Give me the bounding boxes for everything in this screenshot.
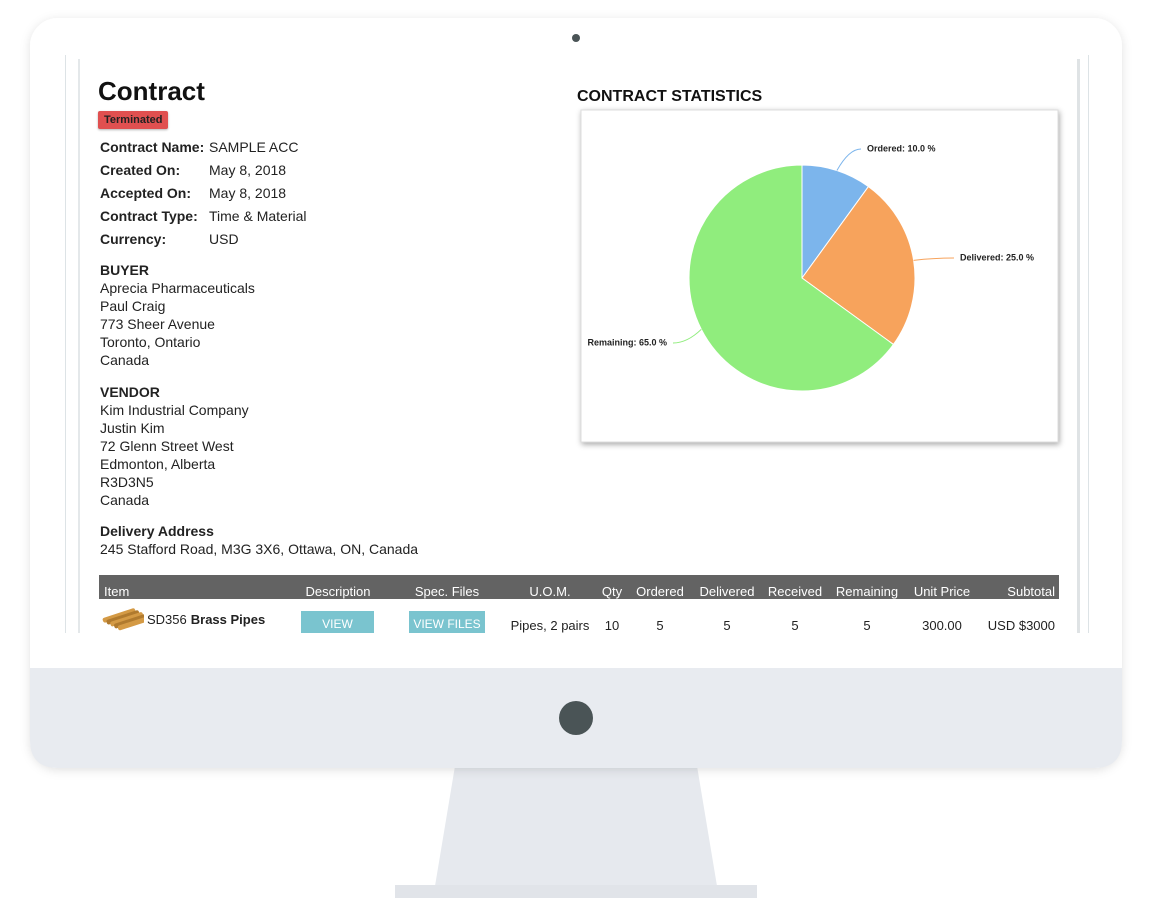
data-label: Remaining: 65.0 % — [587, 337, 667, 347]
detail-label: Contract Name: — [100, 139, 205, 155]
address-line: R3D3N5 — [100, 474, 154, 490]
detail-label: Currency: — [100, 231, 167, 247]
address-line: 245 Stafford Road, M3G 3X6, Ottawa, ON, … — [100, 541, 419, 557]
pie-slice — [801, 164, 870, 280]
address-line: 773 Sheer Avenue — [100, 316, 215, 332]
table-cell: 5 — [863, 618, 871, 633]
status-badge: Terminated — [98, 111, 169, 129]
column-header: Ordered — [636, 584, 684, 599]
stand — [435, 766, 717, 886]
chart-title: CONTRACT STATISTICS — [577, 88, 763, 105]
detail-value: May 8, 2018 — [209, 162, 287, 178]
table-cell: 5 — [723, 618, 731, 633]
detail-value: Time & Material — [209, 208, 307, 224]
pipes-icon — [102, 608, 151, 631]
column-header: Spec. Files — [414, 584, 480, 599]
leader-line — [672, 328, 702, 344]
detail-label: Created On: — [100, 162, 181, 178]
home-button — [559, 701, 593, 735]
data-label: Delivered: 25.0 % — [960, 252, 1034, 262]
address-line: Kim Industrial Company — [100, 402, 249, 418]
address-line: Aprecia Pharmaceuticals — [100, 280, 255, 296]
view-button[interactable]: VIEW — [301, 611, 374, 633]
item-cell: SD356 Brass Pipes — [147, 612, 265, 627]
item-code: SD356 — [147, 612, 187, 627]
detail-value: May 8, 2018 — [209, 185, 287, 201]
item-name: Brass Pipes — [190, 612, 266, 627]
address-line: Justin Kim — [100, 420, 165, 436]
address-line: Canada — [100, 352, 150, 368]
table-cell: USD $3000 — [987, 618, 1055, 633]
stand-base — [395, 885, 757, 898]
item-image — [102, 608, 151, 633]
column-header: Unit Price — [913, 584, 971, 599]
table-cell: 5 — [656, 618, 664, 633]
section-heading: VENDOR — [100, 384, 160, 400]
table-cell: 300.00 — [922, 618, 962, 633]
table-cell: Pipes, 2 pairs — [510, 618, 590, 633]
column-header: Received — [767, 584, 823, 599]
address-line: Toronto, Ontario — [100, 334, 201, 350]
address-line: 72 Glenn Street West — [100, 438, 234, 454]
camera — [572, 34, 580, 42]
leader-line — [836, 148, 862, 171]
screen: Contract Terminated CONTRACT STATISTICS … — [65, 55, 1089, 633]
section-heading: BUYER — [100, 262, 150, 278]
page-title: Contract — [98, 76, 205, 106]
table-cell: 10 — [604, 618, 620, 633]
pie-chart: CONTRACT STATISTICS Ordered: 10.0 % Deliv… — [577, 88, 1059, 443]
column-header: Subtotal — [1007, 584, 1055, 599]
address-line: Paul Craig — [100, 298, 166, 314]
column-header: Item — [104, 584, 130, 599]
pie-slice — [688, 164, 895, 392]
column-header: U.O.M. — [529, 584, 571, 599]
view-files-button[interactable]: VIEW FILES — [409, 611, 485, 633]
detail-label: Contract Type: — [100, 208, 198, 224]
leader-line — [913, 257, 955, 261]
data-label: Ordered: 10.0 % — [867, 143, 936, 153]
address-line: Edmonton, Alberta — [100, 456, 216, 472]
pie-slice — [801, 185, 916, 346]
column-header: Remaining — [835, 584, 899, 599]
column-header: Delivered — [699, 584, 755, 599]
column-header: Description — [305, 584, 371, 599]
table-header-bar — [99, 575, 1059, 599]
detail-value: USD — [209, 231, 239, 247]
detail-value: SAMPLE ACC — [209, 139, 299, 155]
detail-label: Accepted On: — [100, 185, 192, 201]
column-header: Qty — [601, 584, 623, 599]
address-line: Canada — [100, 492, 150, 508]
contract-panel: Contract Terminated CONTRACT STATISTICS … — [78, 59, 1080, 633]
table-cell: 5 — [791, 618, 799, 633]
section-heading: Delivery Address — [100, 523, 214, 539]
